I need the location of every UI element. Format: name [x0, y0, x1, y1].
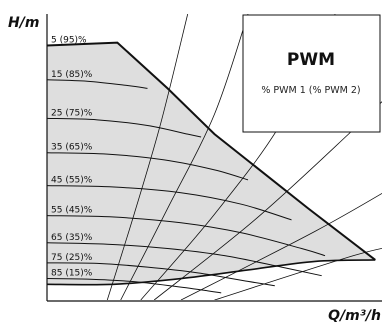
speed-curve-label: 75 (25)%: [51, 253, 93, 263]
speed-curve-label: 5 (95)%: [51, 35, 87, 45]
system-curve: [106, 14, 189, 300]
y-axis-label: H/m: [8, 15, 39, 31]
speed-curve: [46, 278, 222, 294]
speed-labels: 5 (95)% 15 (85)% 25 (75)% 35 (65)% 45 (55)% 5…: [51, 35, 93, 278]
speed-curve-label: 45 (55)%: [51, 176, 93, 186]
operating-envelope: [47, 42, 376, 285]
envelope-max-line: [46, 41, 376, 261]
x-axis-label: Q/m³/h: [328, 308, 381, 324]
legend-frame: [242, 14, 381, 133]
system-curve: [180, 192, 382, 300]
speed-curve: [46, 215, 326, 257]
speed-curve: [46, 242, 322, 277]
speed-curve-label: 85 (15)%: [51, 269, 93, 279]
axes: [46, 14, 382, 302]
speed-curve: [46, 152, 249, 181]
legend: PWM % PWM 1 (% PWM 2): [242, 14, 381, 133]
speed-curve-label: 25 (75)%: [51, 108, 93, 118]
speed-curve: [46, 79, 148, 89]
speed-curve-label: 35 (65)%: [51, 143, 93, 153]
speed-curve-label: 15 (85)%: [51, 70, 93, 80]
speed-curve: [46, 117, 202, 138]
speed-curves: [46, 41, 376, 294]
envelope-area: [47, 42, 376, 285]
legend-subtitle: % PWM 1 (% PWM 2): [261, 85, 360, 96]
speed-curve: [46, 262, 275, 287]
system-curve: [120, 14, 249, 300]
speed-curve-label: 55 (45)%: [51, 206, 93, 216]
legend-title: PWM: [287, 50, 335, 70]
speed-curve: [46, 185, 292, 221]
speed-curve-label: 65 (35)%: [51, 233, 93, 243]
envelope-min-line: [46, 259, 376, 286]
